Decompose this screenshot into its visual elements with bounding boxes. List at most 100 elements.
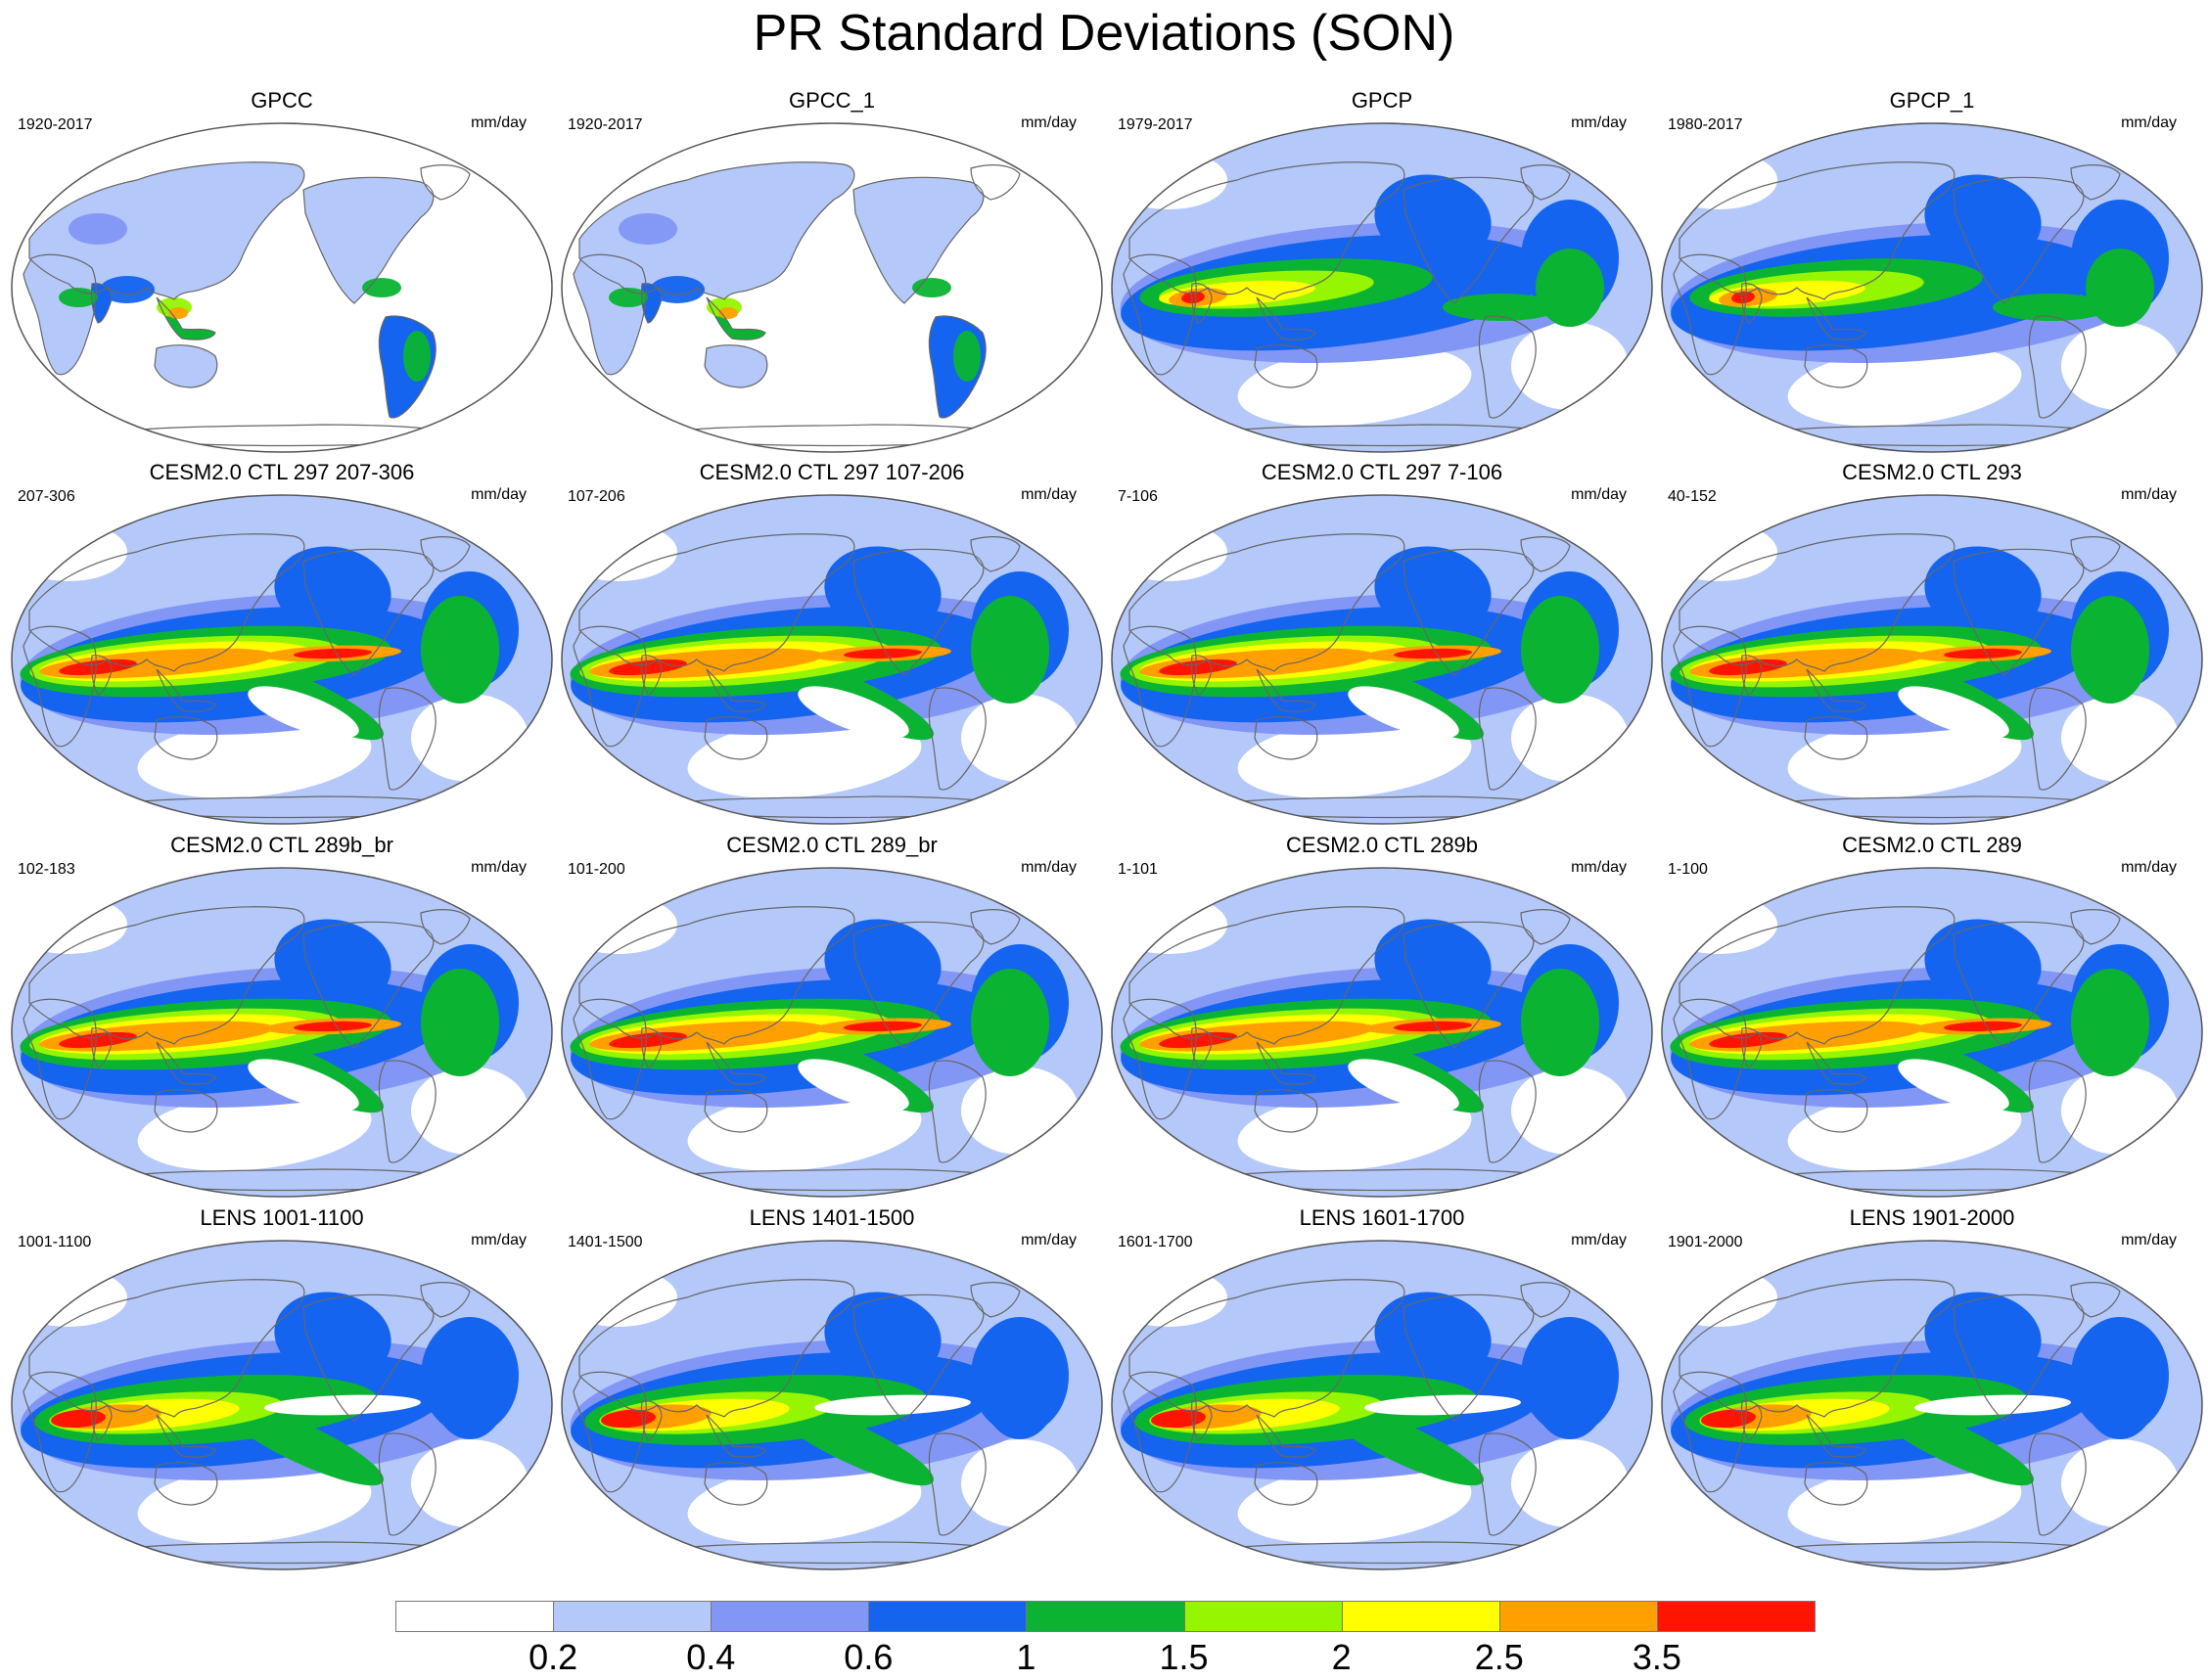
map-border (11, 122, 553, 453)
panel-title: CESM2.0 CTL 289b_br (170, 833, 393, 857)
map-panel: CESM2.0 CTL 293 40-152 mm/day (1658, 460, 2206, 832)
colorbar-swatch (711, 1601, 870, 1632)
world-map (11, 122, 553, 453)
land-precip-seasia (707, 297, 765, 341)
colorbar-tick-label: 2.5 (1474, 1637, 1524, 1677)
land-precip-africa (23, 254, 97, 375)
precip-field (1112, 495, 1652, 824)
colorbar-swatch (553, 1601, 713, 1632)
colorbar-swatch (1183, 1601, 1343, 1632)
colorbar-swatch (395, 1601, 555, 1632)
colorbar-swatch (1341, 1601, 1500, 1632)
world-map (11, 867, 553, 1198)
panel-units: mm/day (1021, 486, 1077, 503)
panel-title: CESM2.0 CTL 297 107-206 (699, 460, 965, 484)
panel-title: LENS 1601-1700 (1299, 1205, 1465, 1230)
panel-title: LENS 1401-1500 (749, 1205, 915, 1230)
panel-period: 7-106 (1118, 488, 1158, 505)
world-map (1661, 122, 2203, 453)
land-precip-eurasia (579, 161, 854, 299)
map-panel: GPCC_1 1920-2017 mm/day (558, 88, 1106, 460)
panel-units: mm/day (1021, 1232, 1077, 1249)
land-precip-australia (705, 344, 767, 387)
world-map (561, 1240, 1103, 1570)
panel-units: mm/day (1571, 486, 1627, 503)
map-border (1111, 122, 1653, 453)
panel-period: 1401-1500 (568, 1234, 643, 1250)
map-panel: GPCP_1 1980-2017 mm/day (1658, 88, 2206, 460)
colorbar-tick-label: 0.6 (844, 1637, 894, 1677)
map-panel: CESM2.0 CTL 297 207-306 207-306 mm/day (8, 460, 556, 832)
panel-period: 1601-1700 (1118, 1234, 1193, 1250)
panel-period: 107-206 (568, 488, 625, 505)
map-border (561, 494, 1103, 825)
panel-title: CESM2.0 CTL 293 (1842, 460, 2022, 484)
panel-units: mm/day (2121, 1232, 2177, 1249)
precip-field (1112, 868, 1652, 1197)
map-panel: LENS 1601-1700 1601-1700 mm/day (1108, 1205, 1656, 1577)
colorbar-tick-label: 3.5 (1632, 1637, 1681, 1677)
world-map (1111, 122, 1653, 453)
panel-units: mm/day (1021, 859, 1077, 876)
panel-units: mm/day (1021, 114, 1077, 131)
panel-units: mm/day (471, 114, 527, 131)
colorbar-tick-label: 0.2 (529, 1637, 578, 1677)
panel-units: mm/day (2121, 859, 2177, 876)
precip-field (1112, 1241, 1652, 1569)
panel-period: 1-100 (1668, 861, 1708, 878)
colorbar-tick-label: 1 (1016, 1637, 1036, 1677)
world-map (1111, 1240, 1653, 1570)
panel-period: 1920-2017 (18, 116, 93, 133)
world-map (1111, 867, 1653, 1198)
colorbar-swatch (868, 1601, 1028, 1632)
panel-period: 1980-2017 (1668, 116, 1743, 133)
precip-field (12, 495, 552, 824)
colorbar-swatch (1026, 1601, 1185, 1632)
precip-field (12, 868, 552, 1197)
precip-field (12, 1241, 552, 1569)
precip-field (562, 495, 1102, 824)
map-border (11, 494, 553, 825)
panel-title: GPCP_1 (1889, 88, 1975, 113)
map-panel: LENS 1001-1100 1001-1100 mm/day (8, 1205, 556, 1577)
panel-title: GPCP (1351, 88, 1413, 113)
precip-field (562, 123, 1102, 452)
precip-field (12, 123, 552, 452)
precip-field (1112, 123, 1652, 452)
coastlines (1673, 533, 2131, 819)
map-border (1661, 1240, 2203, 1570)
map-border (1661, 867, 2203, 1198)
panel-period: 1-101 (1118, 861, 1158, 878)
map-panel: CESM2.0 CTL 297 107-206 107-206 mm/day (558, 460, 1106, 832)
panel-units: mm/day (1571, 1232, 1627, 1249)
precip-field (1662, 123, 2202, 452)
panel-units: mm/day (2121, 486, 2177, 503)
coastlines (1673, 161, 2131, 447)
panel-title: CESM2.0 CTL 289b (1285, 833, 1479, 857)
panel-title: CESM2.0 CTL 289_br (726, 833, 938, 857)
land-precip-namerica (853, 177, 984, 303)
panel-period: 101-200 (568, 861, 625, 878)
land-precip-namerica (303, 177, 434, 303)
map-border (1661, 494, 2203, 825)
map-border (1661, 122, 2203, 453)
map-panel: LENS 1901-2000 1901-2000 mm/day (1658, 1205, 2206, 1577)
figure-title: PR Standard Deviations (SON) (753, 5, 1455, 62)
precip-field (1662, 868, 2202, 1197)
precip-field (1662, 495, 2202, 824)
panel-period: 207-306 (18, 488, 75, 505)
panel-units: mm/day (471, 486, 527, 503)
land-precip-eurasia (29, 161, 304, 299)
world-map (11, 1240, 553, 1570)
panel-title: CESM2.0 CTL 297 207-306 (149, 460, 415, 484)
colorbar-tick-label: 2 (1331, 1637, 1352, 1677)
map-border (561, 122, 1103, 453)
coastlines (23, 1279, 481, 1565)
land-precip-seasia (157, 297, 215, 341)
land-precip-australia (155, 344, 217, 387)
colorbar-swatch (1498, 1601, 1658, 1632)
world-map (1661, 1240, 2203, 1570)
world-map (561, 867, 1103, 1198)
map-panel: CESM2.0 CTL 297 7-106 7-106 mm/day (1108, 460, 1656, 832)
world-map (561, 494, 1103, 825)
